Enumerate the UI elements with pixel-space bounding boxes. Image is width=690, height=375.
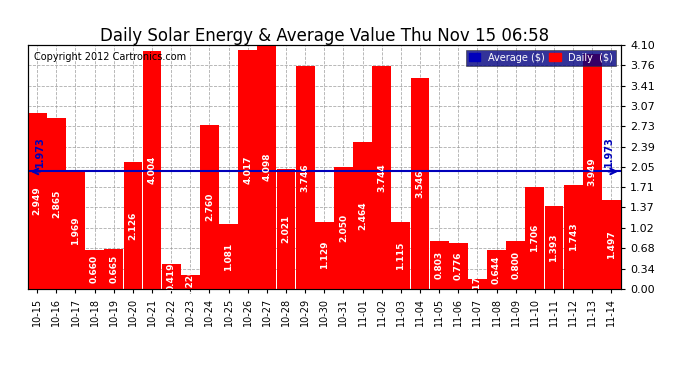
Text: 1.115: 1.115 [396, 242, 405, 270]
Bar [449, 243, 468, 289]
Text: 0.644: 0.644 [492, 255, 501, 284]
Bar [86, 249, 104, 289]
Bar [468, 279, 487, 289]
Bar [564, 185, 582, 289]
Text: 3.746: 3.746 [301, 163, 310, 192]
Bar [315, 222, 334, 289]
Text: 2.464: 2.464 [358, 201, 367, 230]
Text: 0.226: 0.226 [186, 268, 195, 296]
Text: 2.126: 2.126 [128, 211, 137, 240]
Bar [391, 222, 411, 289]
Title: Daily Solar Energy & Average Value Thu Nov 15 06:58: Daily Solar Energy & Average Value Thu N… [100, 27, 549, 45]
Text: 4.004: 4.004 [148, 156, 157, 184]
Text: 1.969: 1.969 [71, 216, 80, 244]
Text: 1.129: 1.129 [319, 241, 329, 270]
Text: 0.776: 0.776 [454, 251, 463, 280]
Text: 0.419: 0.419 [167, 262, 176, 291]
Text: 2.760: 2.760 [205, 192, 214, 221]
Bar [602, 200, 621, 289]
Text: Copyright 2012 Cartronics.com: Copyright 2012 Cartronics.com [34, 53, 186, 62]
Bar [487, 251, 506, 289]
Text: 4.017: 4.017 [244, 155, 253, 184]
Legend: Average ($), Daily  ($): Average ($), Daily ($) [466, 50, 616, 66]
Text: 2.865: 2.865 [52, 189, 61, 218]
Text: 3.546: 3.546 [415, 169, 424, 198]
Bar [238, 50, 257, 289]
Text: 1.973: 1.973 [35, 136, 45, 167]
Bar [200, 124, 219, 289]
Text: 1.497: 1.497 [607, 230, 616, 259]
Bar [506, 241, 525, 289]
Text: 0.800: 0.800 [511, 251, 520, 279]
Bar [373, 66, 391, 289]
Bar [334, 167, 353, 289]
Text: 1.743: 1.743 [569, 223, 578, 251]
Text: 0.172: 0.172 [473, 270, 482, 298]
Text: 2.949: 2.949 [32, 187, 41, 216]
Bar [219, 225, 238, 289]
Text: 1.973: 1.973 [604, 136, 613, 167]
Bar [526, 188, 544, 289]
Bar [277, 169, 295, 289]
Text: 3.744: 3.744 [377, 163, 386, 192]
Text: 4.098: 4.098 [262, 153, 271, 181]
Text: 2.021: 2.021 [282, 214, 290, 243]
Bar [124, 162, 142, 289]
Bar [143, 51, 161, 289]
Bar [257, 45, 276, 289]
Bar [66, 172, 85, 289]
Text: 1.393: 1.393 [549, 233, 558, 262]
Bar [296, 66, 315, 289]
Bar [28, 113, 46, 289]
Bar [104, 249, 123, 289]
Bar [161, 264, 181, 289]
Text: 3.949: 3.949 [588, 157, 597, 186]
Bar [411, 78, 429, 289]
Bar [47, 118, 66, 289]
Text: 2.050: 2.050 [339, 214, 348, 242]
Bar [353, 142, 372, 289]
Text: 1.706: 1.706 [531, 224, 540, 252]
Text: 0.660: 0.660 [90, 255, 99, 283]
Bar [583, 54, 602, 289]
Text: 1.081: 1.081 [224, 243, 233, 271]
Bar [544, 206, 563, 289]
Bar [430, 241, 448, 289]
Text: 0.665: 0.665 [109, 255, 118, 283]
Text: 0.803: 0.803 [435, 251, 444, 279]
Bar [181, 275, 199, 289]
